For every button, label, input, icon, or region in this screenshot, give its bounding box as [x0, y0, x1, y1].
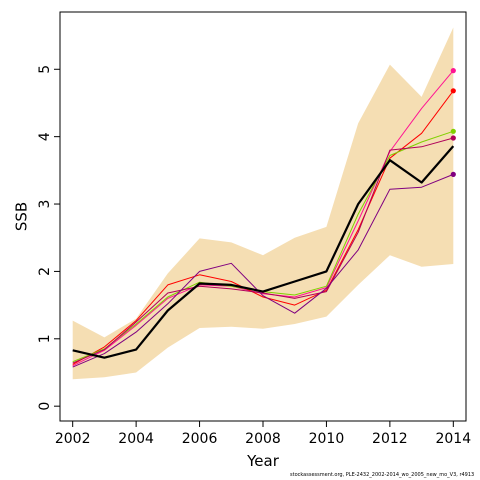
retro-endpoint-3 [450, 128, 456, 134]
y-tick-label: 5 [37, 65, 53, 74]
x-tick-label: 2002 [55, 431, 91, 447]
x-tick-label: 2004 [118, 431, 154, 447]
retro-line-4 [72, 137, 454, 364]
retro-endpoint-2 [450, 88, 456, 94]
ssb-estimate-line [72, 145, 455, 359]
retro-endpoint-4 [450, 135, 456, 141]
retro-endpoint-1 [450, 68, 456, 74]
footnote: stockassessment.org, PLE-2432_2002-2014_… [290, 472, 475, 478]
x-tick-label: 2012 [372, 431, 408, 447]
x-tick-label: 2014 [435, 431, 471, 447]
y-tick-label: 0 [37, 402, 53, 411]
x-tick-label: 2008 [245, 431, 281, 447]
y-tick-label: 3 [37, 200, 53, 209]
retro-line-1 [72, 70, 454, 367]
y-tick-label: 1 [37, 334, 53, 343]
x-axis-title: Year [246, 452, 280, 470]
retro-line-5 [72, 173, 454, 368]
y-axis-title: SSB [13, 202, 31, 231]
plot-area [72, 27, 456, 380]
axes: 2002 2004 2006 2008 2010 2012 2014 0 1 2 3 4 5 [37, 65, 471, 447]
retro-line-2 [72, 90, 454, 365]
x-tick-label: 2006 [182, 431, 218, 447]
x-tick-label: 2010 [309, 431, 345, 447]
y-tick-label: 4 [37, 132, 53, 141]
y-tick-label: 2 [37, 267, 53, 276]
retro-endpoint-5 [450, 171, 456, 177]
confidence-band [72, 27, 454, 380]
